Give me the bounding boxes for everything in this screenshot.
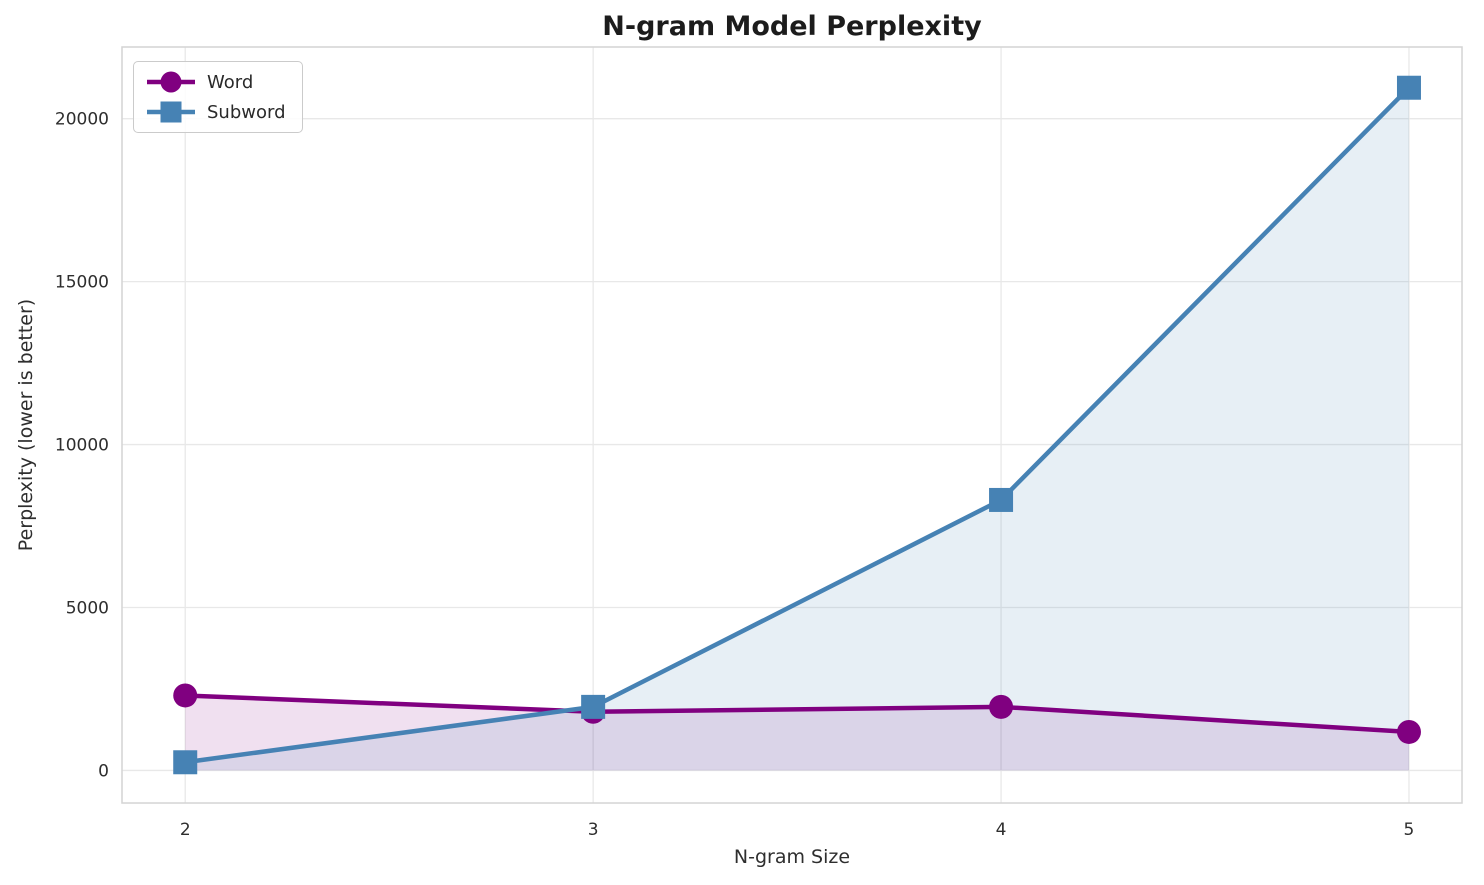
word-point	[989, 694, 1014, 719]
legend-item-word: Word	[145, 69, 286, 95]
y-axis-label: Perplexity (lower is better)	[15, 298, 37, 552]
y-tick-label: 15000	[55, 273, 109, 293]
legend-label: Word	[207, 71, 254, 93]
word-line	[185, 693, 1410, 735]
subword-point	[1396, 75, 1421, 100]
word-point	[1396, 719, 1421, 744]
x-axis-label: N-gram Size	[733, 846, 851, 868]
x-tick-label: 3	[588, 820, 599, 840]
y-tick-label: 10000	[55, 436, 109, 456]
y-tick-label: 0	[98, 761, 109, 781]
x-tick-label: 2	[180, 820, 191, 840]
subword-point	[173, 750, 198, 775]
x-tick-label: 4	[996, 820, 1007, 840]
word-point	[173, 683, 198, 708]
legend: Word Subword	[133, 61, 303, 133]
plot-border	[121, 46, 1463, 804]
y-tick-label: 5000	[66, 598, 109, 618]
x-tick-label: 5	[1404, 820, 1415, 840]
word-marker-icon	[147, 71, 195, 93]
subword-point	[581, 694, 606, 719]
subword-point	[989, 487, 1014, 512]
subword-marker-icon	[147, 101, 195, 123]
subword-area	[185, 87, 1409, 771]
legend-label: Subword	[207, 101, 286, 123]
subword-line	[184, 86, 1411, 765]
y-tick-label: 20000	[55, 110, 109, 130]
chart-title: N-gram Model Perplexity	[602, 11, 982, 42]
legend-item-subword: Subword	[145, 99, 286, 125]
